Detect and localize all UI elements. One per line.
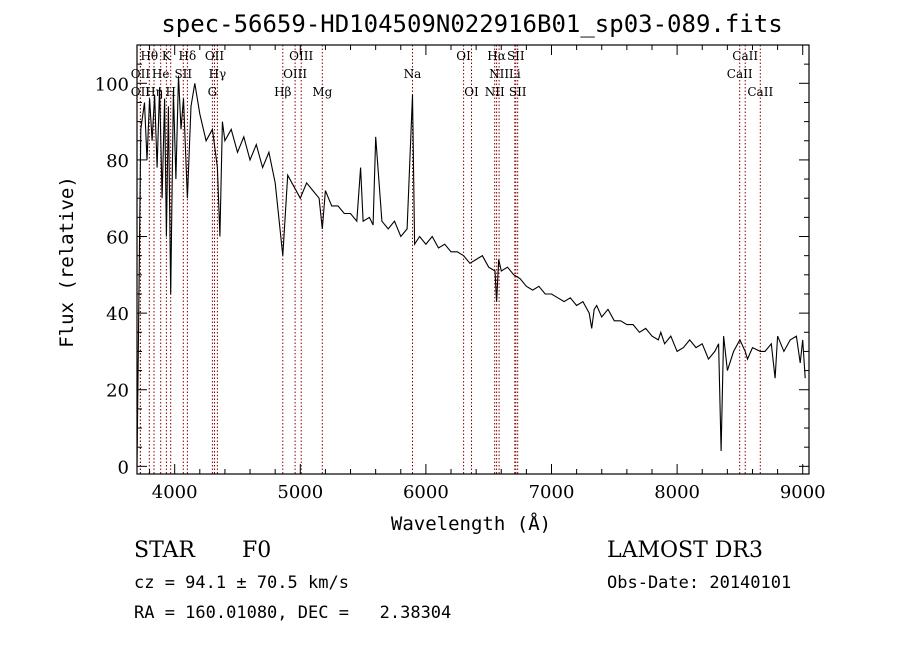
line-label-18: OI (464, 85, 479, 99)
survey-name: LAMOST DR3 (607, 538, 763, 563)
line-label-24: SII (509, 85, 527, 99)
line-label-16: Na (404, 67, 422, 81)
line-label-13: OIII (289, 49, 313, 63)
x-axis-label: Wavelength (Å) (391, 512, 551, 535)
line-label-14: OIII (283, 67, 307, 81)
line-label-23: NII (485, 85, 505, 99)
line-label-20: SII (507, 49, 525, 63)
line-label-7: Hδ (179, 49, 197, 63)
x-tick-label-3: 7000 (529, 482, 575, 503)
plot-frame (136, 44, 810, 475)
y-tick-label-2: 40 (106, 304, 129, 325)
object-subclass: F0 (242, 538, 272, 563)
x-tick-label-2: 6000 (403, 482, 449, 503)
y-tick-label-5: 100 (95, 74, 129, 95)
line-label-26: CaII (727, 67, 753, 81)
line-label-6: H (165, 85, 175, 99)
x-tick-label-4: 8000 (654, 482, 700, 503)
spectral-line-labels: Hθ OII OII K He Hη H Hδ SII OII Hγ G Hβ OIII OIII Mg Na O… (131, 49, 774, 99)
spectrum-series-line (136, 75, 806, 467)
line-label-9: OII (205, 49, 225, 63)
spectral-line-markers (139, 45, 761, 474)
line-label-2: OII (131, 85, 151, 99)
observation-date: Obs-Date: 20140101 (607, 573, 792, 593)
line-label-19: Hα (487, 49, 506, 63)
x-tick-label-1: 5000 (277, 482, 323, 503)
object-class: STAR (134, 538, 195, 563)
axis-ticks: 4000 5000 6000 7000 8000 9000 0 20 40 60 80 100 (95, 45, 826, 503)
coordinates: RA = 160.01080, DEC = 2.38304 (134, 603, 452, 623)
line-label-27: CaII (747, 85, 773, 99)
line-label-25: CaII (732, 49, 758, 63)
line-label-10: Hγ (209, 67, 227, 81)
line-label-3: K (162, 49, 172, 63)
y-tick-label-4: 80 (106, 151, 129, 172)
y-tick-label-1: 20 (106, 381, 129, 402)
line-label-11: G (208, 85, 218, 99)
line-label-5: Hη (145, 85, 163, 99)
line-label-0: Hθ (140, 49, 158, 63)
chart-title: spec-56659-HD104509N022916B01_sp03-089.f… (161, 10, 782, 38)
line-label-8: SII (174, 67, 192, 81)
line-label-15: Mg (312, 85, 332, 99)
line-label-22: Li (509, 67, 521, 81)
redshift-velocity: cz = 94.1 ± 70.5 km/s (134, 573, 349, 593)
line-label-21: NII (489, 67, 509, 81)
line-label-4: He (152, 67, 170, 81)
y-axis-label: Flux (relative) (56, 176, 78, 348)
x-tick-label-0: 4000 (152, 482, 198, 503)
y-tick-label-3: 60 (106, 228, 129, 249)
y-tick-label-0: 0 (118, 457, 129, 478)
line-label-17: OI (456, 49, 471, 63)
x-tick-label-5: 9000 (780, 482, 826, 503)
line-label-12: Hβ (274, 85, 291, 99)
line-label-1: OII (131, 67, 151, 81)
